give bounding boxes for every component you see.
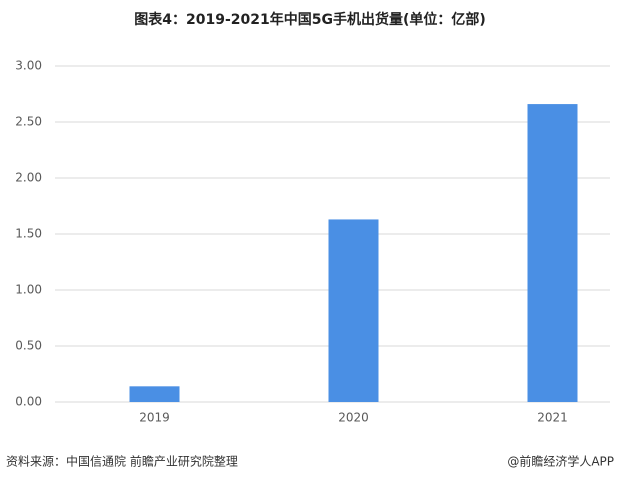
x-tick-label: 2020 <box>338 411 369 425</box>
chart-title: 图表4：2019-2021年中国5G手机出货量(单位：亿部) <box>134 11 486 28</box>
bar <box>328 219 379 402</box>
bar <box>129 386 180 402</box>
credit: @前瞻经济学人APP <box>507 454 614 469</box>
source-note: 资料来源：中国信通院 前瞻产业研究院整理 <box>6 454 238 469</box>
y-tick-label: 1.00 <box>15 283 42 297</box>
y-tick-label: 0.00 <box>15 395 42 409</box>
x-tick-label: 2021 <box>537 411 568 425</box>
bar <box>527 104 578 402</box>
y-tick-label: 3.00 <box>15 59 42 73</box>
x-tick-label: 2019 <box>139 411 170 425</box>
y-tick-label: 1.50 <box>15 227 42 241</box>
y-tick-label: 2.00 <box>15 171 42 185</box>
y-tick-label: 2.50 <box>15 115 42 129</box>
y-tick-label: 0.50 <box>15 339 42 353</box>
